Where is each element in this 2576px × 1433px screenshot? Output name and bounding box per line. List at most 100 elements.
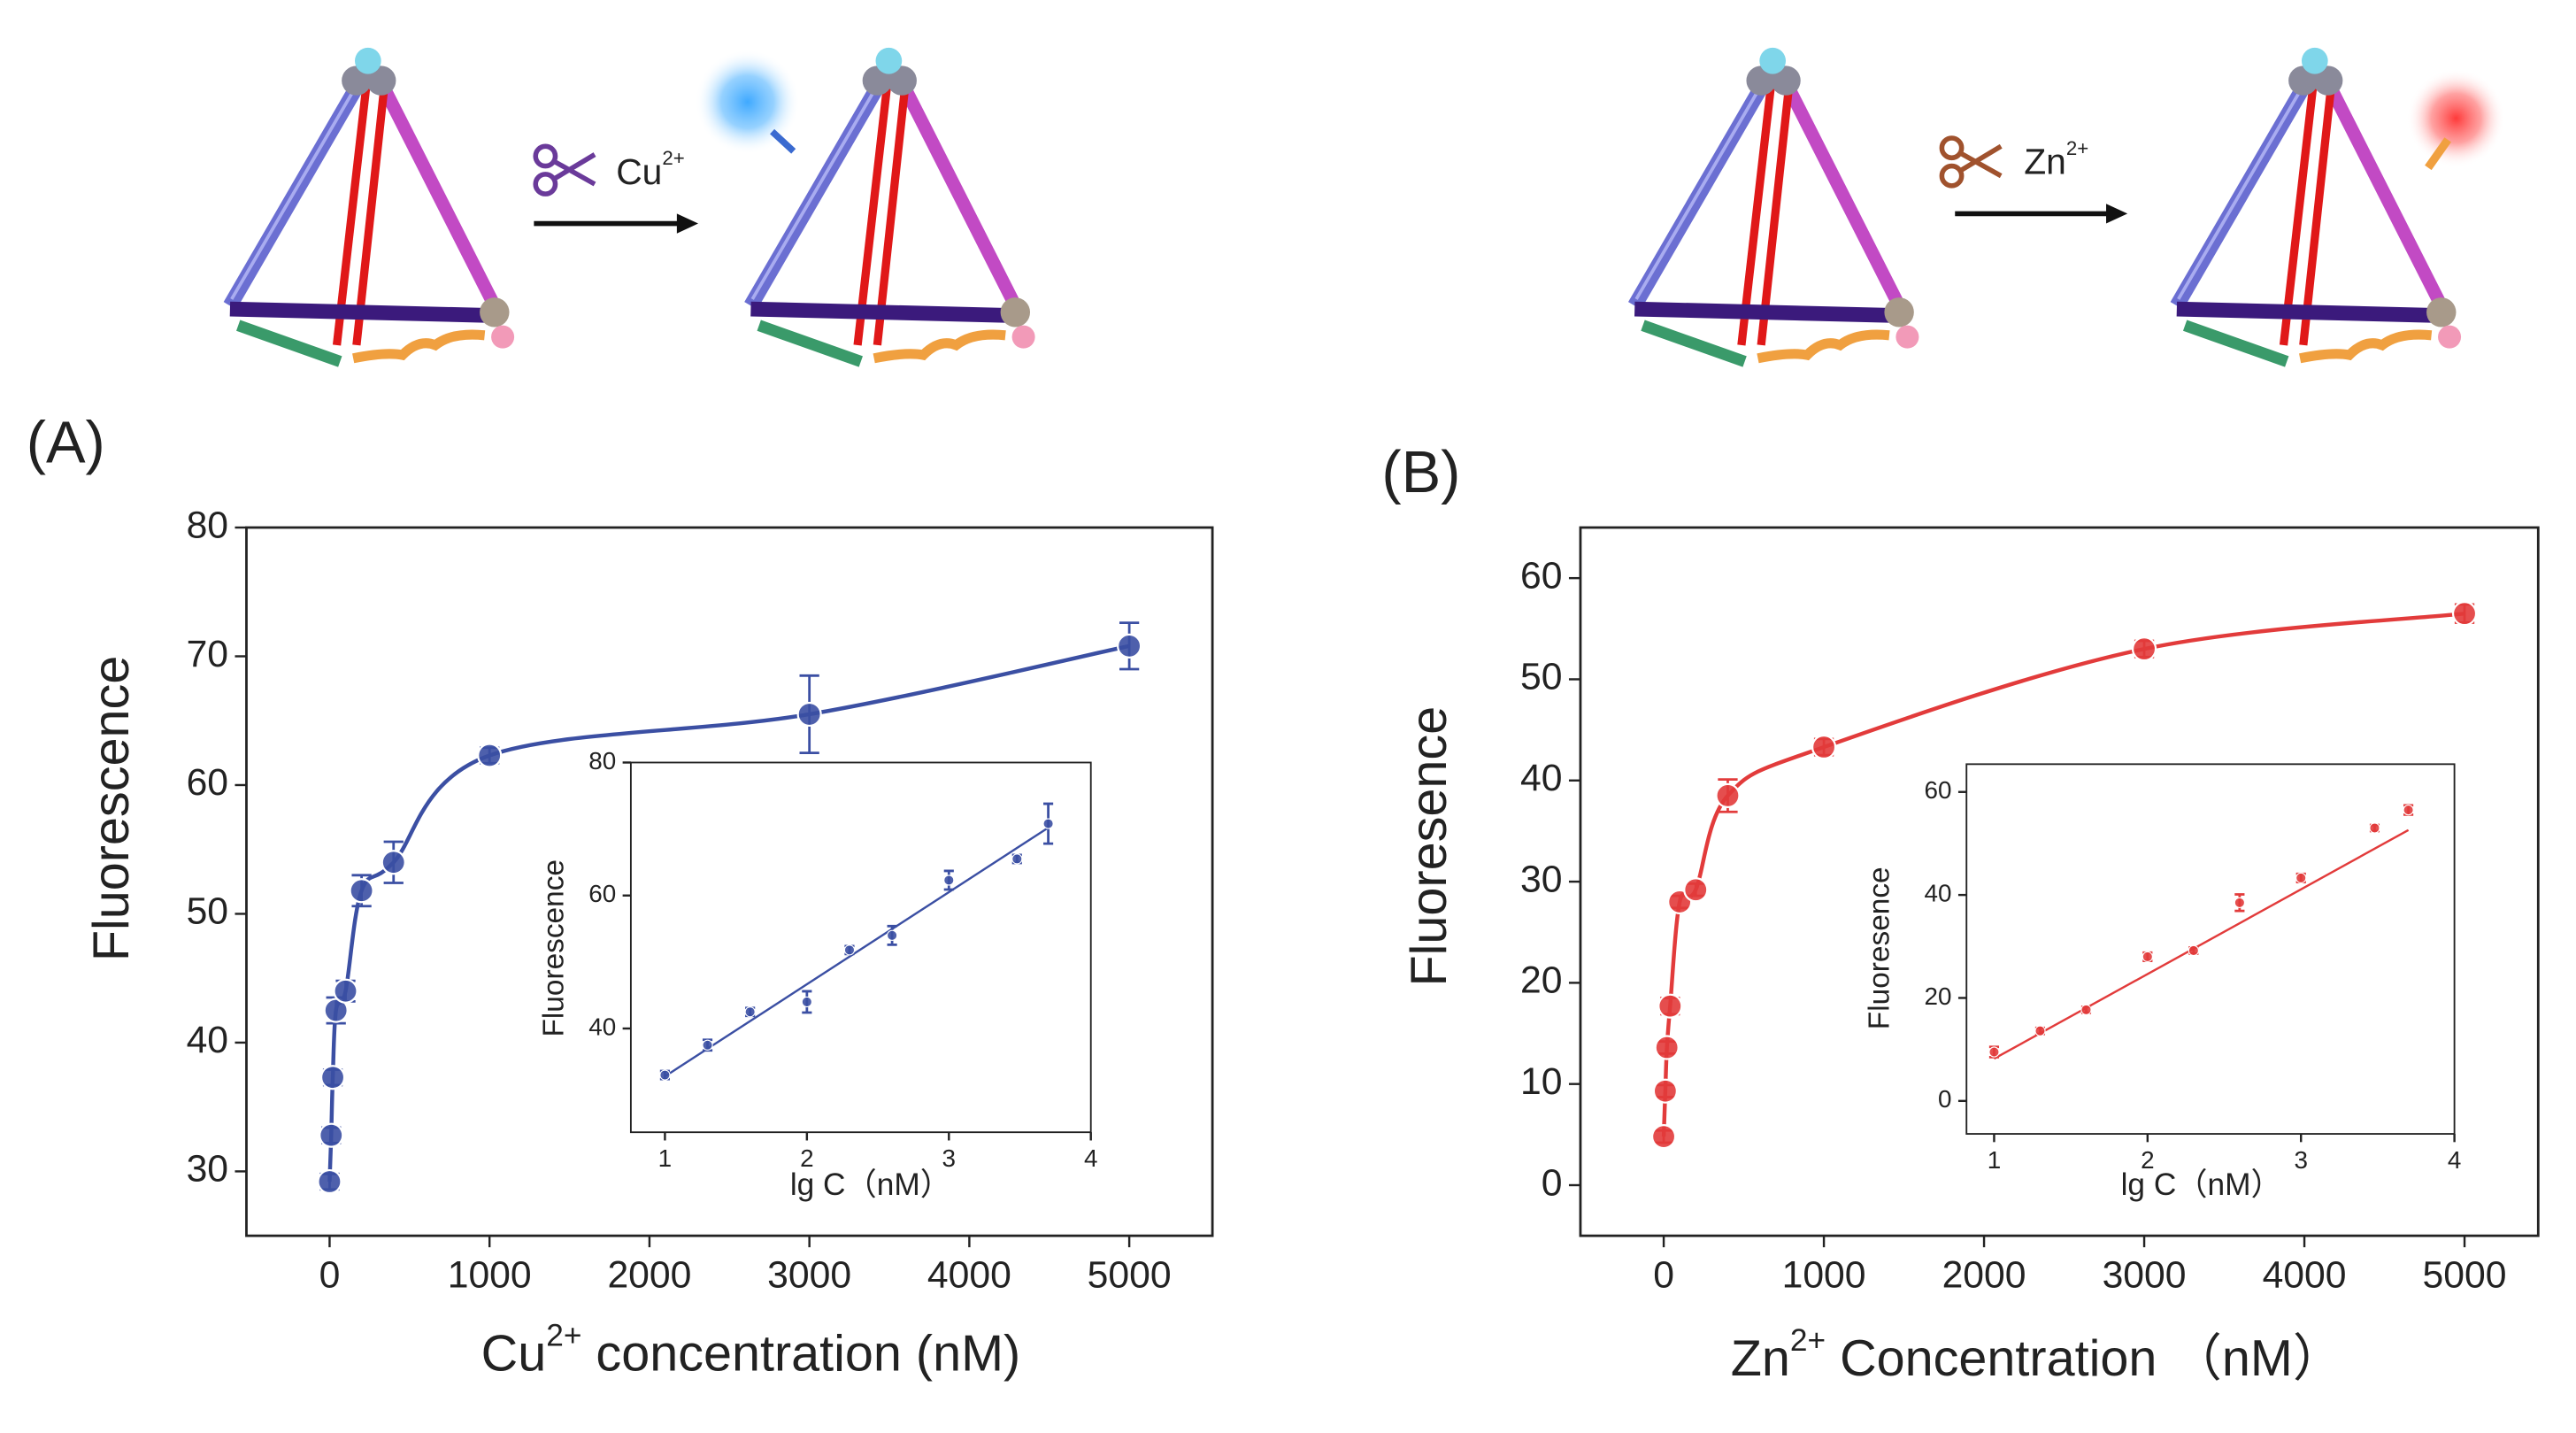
x-tick-label: 2000: [607, 1254, 691, 1297]
x-tick-label: 3: [2294, 1146, 2307, 1174]
x-tick-label: 1: [1988, 1146, 2001, 1174]
data-point: [333, 978, 358, 1004]
data-point: [2295, 872, 2307, 884]
plot-frame: [1965, 763, 2456, 1135]
x-axis-label-sup: 2+: [1790, 1323, 1826, 1358]
panel-label: (A): [27, 411, 105, 476]
fit-line: [1993, 828, 2410, 1060]
tetrahedron: [230, 48, 514, 362]
x-axis-label-rest: Concentration （nM）: [1826, 1330, 2343, 1387]
x-tick-label: 2: [2141, 1146, 2154, 1174]
x-tick-label: 3000: [767, 1254, 851, 1297]
data-point: [2131, 636, 2157, 662]
data-point: [843, 944, 856, 956]
x-tick-label: 1000: [1782, 1254, 1866, 1297]
data-point: [1715, 782, 1741, 809]
x-axis-label-base: Cu: [481, 1326, 547, 1383]
data-point: [801, 996, 812, 1008]
data-point: [796, 701, 822, 728]
data-point: [1042, 818, 1054, 829]
tetrahedron: [1634, 48, 1919, 362]
data-point: [2080, 1004, 2092, 1015]
x-axis-label-sup: 2+: [546, 1319, 581, 1353]
data-point: [659, 1069, 671, 1081]
data-point: [1117, 633, 1142, 659]
data-point: [1654, 1035, 1680, 1060]
data-point: [886, 929, 898, 941]
ion-charge: 2+: [662, 147, 684, 169]
ion-charge: 2+: [2066, 137, 2088, 159]
panel-label: (B): [1381, 440, 1460, 505]
y-tick-label: 40: [1520, 757, 1562, 799]
x-tick-label: 3: [942, 1144, 956, 1172]
x-tick-label: 1000: [448, 1254, 532, 1297]
x-tick-label: 3000: [2103, 1254, 2187, 1297]
data-point: [1657, 993, 1683, 1019]
data-point: [349, 878, 374, 904]
y-tick-label: 60: [1925, 776, 1952, 804]
data-point: [943, 874, 955, 886]
x-axis-label-rest: concentration (nM): [581, 1326, 1020, 1383]
x-tick-label: 4: [2448, 1146, 2461, 1174]
y-tick-label: 0: [1542, 1161, 1563, 1204]
fit-line: [664, 827, 1050, 1078]
y-tick-label: 10: [1520, 1060, 1562, 1103]
x-axis-label: Zn2+ Concentration （nM）: [1731, 1323, 2344, 1387]
data-point: [1650, 1124, 1677, 1150]
x-tick-label: 2000: [1942, 1254, 2026, 1297]
y-tick-label: 60: [1520, 554, 1562, 597]
y-tick-label: 30: [187, 1148, 228, 1190]
x-tick-label: 4: [1084, 1144, 1097, 1172]
data-point: [2142, 951, 2153, 963]
data-point: [1683, 877, 1709, 903]
y-tick-label: 40: [588, 1013, 616, 1040]
y-axis-label: Fluoresence: [1401, 706, 1457, 987]
x-tick-label: 4000: [2263, 1254, 2347, 1297]
data-point: [2369, 822, 2380, 834]
x-axis-label: lg C（nM）: [790, 1167, 951, 1202]
data-point: [702, 1039, 713, 1051]
x-axis-label-base: Zn: [1731, 1330, 1790, 1387]
y-tick-label: 20: [1925, 982, 1952, 1010]
x-tick-label: 1: [658, 1144, 672, 1172]
x-tick-label: 2: [800, 1144, 813, 1172]
data-point: [319, 1122, 344, 1148]
released-strand: [770, 128, 796, 154]
plot-frame: [629, 761, 1092, 1134]
plot-frame: [245, 526, 1214, 1237]
data-point: [2403, 804, 2414, 816]
x-axis-label: Cu2+ concentration (nM): [481, 1319, 1021, 1383]
x-tick-label: 0: [319, 1254, 341, 1297]
arrow: [534, 213, 699, 234]
y-tick-label: 20: [1520, 959, 1562, 1002]
y-tick-label: 50: [187, 890, 228, 933]
y-tick-label: 70: [187, 633, 228, 675]
y-axis-label: Fluorescence: [537, 859, 570, 1037]
data-point: [1811, 734, 1837, 760]
ion-symbol: Cu: [616, 151, 662, 192]
y-axis-label: Fluorescence: [83, 656, 140, 961]
y-tick-label: 80: [588, 747, 616, 774]
data-point: [1011, 853, 1023, 865]
fluorescence-glow: [2406, 69, 2506, 168]
x-axis-label: lg C（nM）: [2121, 1167, 2282, 1202]
y-tick-label: 40: [187, 1019, 228, 1061]
data-point: [317, 1168, 342, 1195]
released-strand: [2425, 137, 2451, 171]
x-tick-label: 5000: [2423, 1254, 2507, 1297]
y-tick-label: 60: [588, 880, 616, 907]
data-point: [1988, 1046, 2000, 1058]
data-point: [2234, 897, 2245, 908]
y-tick-label: 30: [1520, 858, 1562, 900]
scissors-icon: [1939, 135, 2003, 189]
y-tick-label: 0: [1938, 1085, 1951, 1113]
x-tick-label: 4000: [927, 1254, 1011, 1297]
ion-label: Zn2+: [2024, 137, 2088, 182]
ion-label: Cu2+: [616, 147, 685, 192]
data-point: [2451, 601, 2478, 627]
y-tick-label: 40: [1925, 879, 1952, 906]
y-tick-label: 60: [187, 761, 228, 804]
y-axis-label: Fluoresence: [1864, 867, 1896, 1029]
data-point: [744, 1006, 756, 1018]
